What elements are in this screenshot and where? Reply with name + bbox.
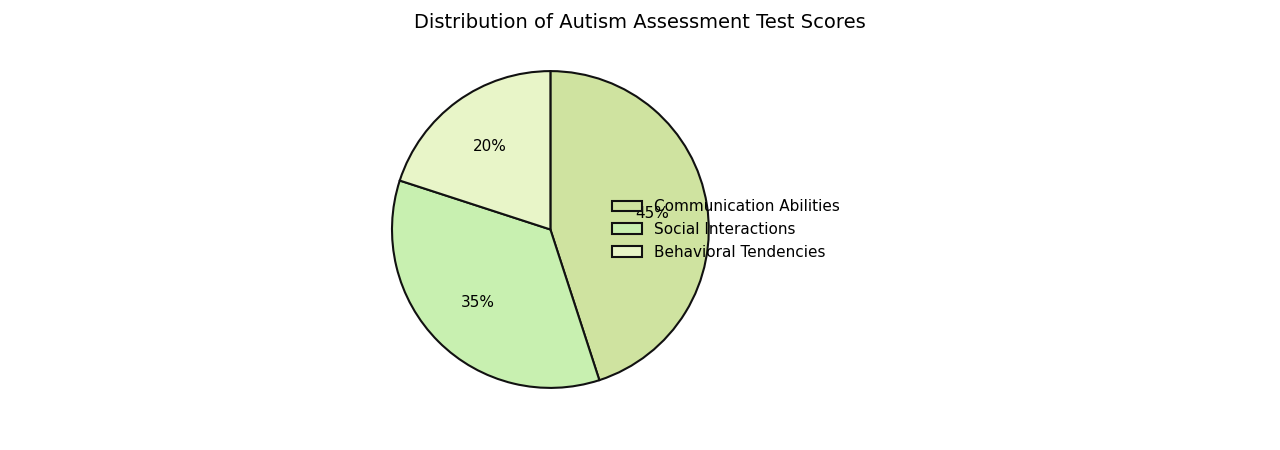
Wedge shape xyxy=(399,71,550,229)
Text: 45%: 45% xyxy=(635,206,669,221)
Wedge shape xyxy=(392,180,599,388)
Text: Distribution of Autism Assessment Test Scores: Distribution of Autism Assessment Test S… xyxy=(415,14,865,32)
Text: 35%: 35% xyxy=(461,295,494,310)
Legend: Communication Abilities, Social Interactions, Behavioral Tendencies: Communication Abilities, Social Interact… xyxy=(605,193,846,266)
Wedge shape xyxy=(550,71,709,380)
Text: 20%: 20% xyxy=(472,139,507,154)
